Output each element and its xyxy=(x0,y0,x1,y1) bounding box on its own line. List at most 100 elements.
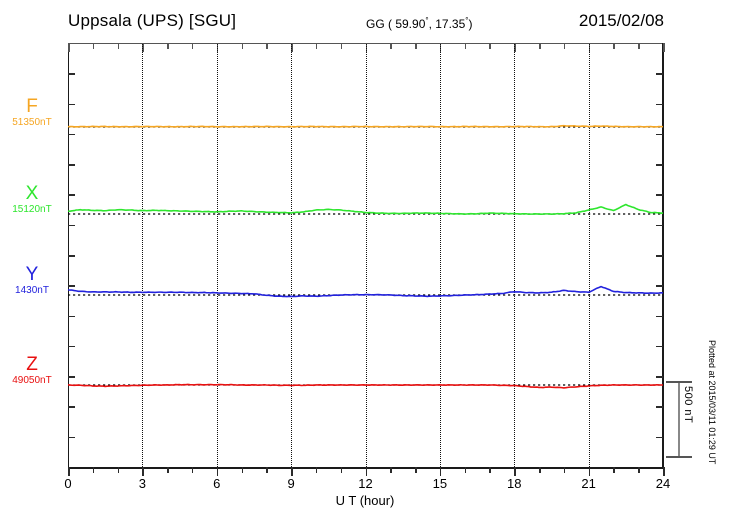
y-axis-tick xyxy=(68,103,75,106)
x-axis-tick xyxy=(613,467,615,473)
x-axis-tick-top xyxy=(315,43,318,49)
coords-longitude: , 17.35 xyxy=(428,17,466,31)
degree-symbol-lat: ° xyxy=(425,16,429,25)
x-tick-label-18: 18 xyxy=(507,476,522,491)
y-axis-tick-right xyxy=(656,285,663,287)
x-axis-title: U T (hour) xyxy=(335,493,395,508)
component-label-Z: Z 49050nT xyxy=(0,355,64,388)
component-label-X: X 15120nT xyxy=(0,184,64,217)
trace-Z xyxy=(68,383,663,389)
y-axis-tick-right xyxy=(656,164,663,166)
x-tick-label-9: 9 xyxy=(287,476,295,491)
x-axis-tick xyxy=(588,467,591,476)
x-axis-tick-top xyxy=(191,43,194,49)
x-axis-tick xyxy=(315,467,318,473)
y-axis-tick-right xyxy=(656,194,663,196)
x-axis-tick xyxy=(142,467,144,476)
gridline-hour-15 xyxy=(439,44,441,467)
x-axis-tick-top xyxy=(167,43,169,49)
component-label-Y: Y 1430nT xyxy=(0,265,64,298)
gridline-hour-12 xyxy=(365,44,367,467)
y-axis-tick xyxy=(68,255,75,257)
x-tick-label-0: 0 xyxy=(64,476,72,491)
magnetogram-traces xyxy=(68,124,663,389)
x-axis-tick-top xyxy=(117,43,120,49)
coords-close-paren: ) xyxy=(468,17,473,31)
y-axis-tick xyxy=(68,436,75,439)
degree-symbol-lon: ° xyxy=(465,16,469,25)
x-axis-tick-top xyxy=(241,43,244,49)
geographic-coordinates: GG ( 59.90°, 17.35°) xyxy=(366,16,472,31)
x-axis-tick xyxy=(241,467,244,473)
x-axis-tick-top xyxy=(390,43,392,49)
gridline-hour-3 xyxy=(142,44,144,467)
trace-X xyxy=(68,203,663,215)
y-axis-tick xyxy=(68,376,75,378)
x-axis-tick-top xyxy=(663,43,665,52)
x-axis-tick xyxy=(415,467,417,473)
y-axis-tick xyxy=(68,224,75,227)
y-axis-tick xyxy=(68,164,75,166)
y-axis-tick-right xyxy=(656,436,663,439)
x-axis-tick xyxy=(663,467,665,476)
component-baseline-Y: 1430nT xyxy=(15,285,49,296)
gridline-hour-9 xyxy=(291,44,293,467)
component-baseline-X: 15120nT xyxy=(12,204,52,215)
coords-latitude: GG ( 59.90 xyxy=(366,17,426,31)
y-axis-tick-right xyxy=(656,103,663,106)
x-axis-tick-top xyxy=(638,43,640,49)
x-axis-tick-top xyxy=(563,43,566,49)
x-tick-label-15: 15 xyxy=(432,476,448,491)
x-axis-tick-top xyxy=(415,43,417,49)
x-axis-tick-top xyxy=(340,43,343,49)
gridline-hour-21 xyxy=(588,44,590,467)
y-axis-tick xyxy=(68,194,75,196)
component-baseline-Z: 49050nT xyxy=(12,375,52,386)
x-axis-tick xyxy=(167,467,169,473)
scale-bar-top-cap xyxy=(666,381,692,383)
x-axis-tick xyxy=(563,467,566,473)
y-axis-tick-right xyxy=(656,133,663,136)
x-axis-tick xyxy=(489,467,491,473)
scale-bar-line xyxy=(678,381,680,457)
x-tick-label-24: 24 xyxy=(655,476,671,491)
x-axis-tick xyxy=(638,467,640,473)
x-axis-tick xyxy=(191,467,194,473)
y-axis-tick xyxy=(68,315,75,318)
y-axis-tick-right xyxy=(656,345,663,348)
x-axis-tick xyxy=(439,467,442,476)
y-axis-tick xyxy=(68,345,75,348)
scale-bar-bottom-cap xyxy=(666,456,692,458)
x-axis-tick xyxy=(266,467,268,473)
y-axis-tick-right xyxy=(656,376,663,378)
x-tick-label-12: 12 xyxy=(358,476,373,491)
y-axis-tick-right xyxy=(656,406,663,408)
x-axis-tick-top xyxy=(92,43,95,49)
x-axis-tick-top xyxy=(68,43,70,52)
y-axis-tick-right xyxy=(656,73,663,75)
x-axis-tick-top xyxy=(613,43,615,49)
component-symbol-Y: Y xyxy=(25,264,39,285)
page-title: Uppsala (UPS) [SGU] xyxy=(68,11,237,30)
x-tick-label-21: 21 xyxy=(581,476,596,491)
plotted-at-timestamp: Plotted at 2015/03/11 01:29 UT xyxy=(707,340,717,465)
x-axis-tick-top xyxy=(539,43,541,49)
x-axis-tick xyxy=(390,467,392,473)
gridline-hour-6 xyxy=(216,44,218,467)
gridline-hour-18 xyxy=(514,44,516,467)
scale-bar-label: 500 nT xyxy=(682,386,694,424)
trace-Y xyxy=(68,285,663,298)
y-axis-tick xyxy=(68,285,75,287)
component-symbol-Z: Z xyxy=(26,354,38,375)
y-axis-tick-right xyxy=(656,315,663,318)
trace-F xyxy=(68,124,663,128)
y-axis-tick xyxy=(68,73,75,75)
x-axis-tick xyxy=(340,467,343,473)
x-axis-tick-top xyxy=(464,43,467,49)
x-axis-tick xyxy=(365,467,367,476)
y-axis-tick-right xyxy=(656,224,663,227)
x-axis-tick xyxy=(92,467,95,473)
y-axis-tick xyxy=(68,406,75,408)
component-symbol-F: F xyxy=(26,96,38,117)
observation-date: 2015/02/08 xyxy=(578,11,664,30)
